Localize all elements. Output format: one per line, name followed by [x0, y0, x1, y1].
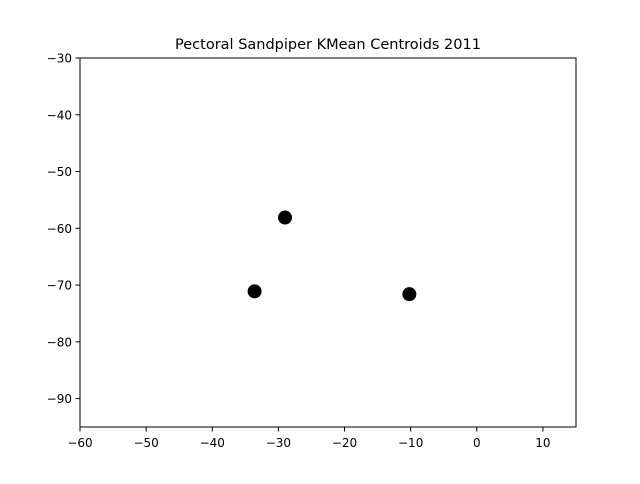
- x-tick-label: 10: [535, 436, 550, 450]
- x-tick-label: 0: [473, 436, 481, 450]
- y-tick-label: −70: [47, 279, 72, 293]
- y-tick-label: −60: [47, 222, 72, 236]
- centroid-point: [402, 287, 417, 302]
- centroid-point: [278, 210, 293, 225]
- x-tick-label: −10: [398, 436, 423, 450]
- centroid-point: [247, 284, 262, 299]
- x-tick-label: −50: [133, 436, 158, 450]
- y-tick-label: −30: [47, 52, 72, 66]
- chart-title: Pectoral Sandpiper KMean Centroids 2011: [175, 37, 481, 53]
- x-tick-label: −60: [67, 436, 92, 450]
- axes-frame: [79, 57, 577, 428]
- plot-area: −60 −50 −40 −30 −20 −10 0 10 −30 −40 −50 −60 −70 −80 −…: [47, 52, 577, 450]
- x-tick-label: −30: [266, 436, 291, 450]
- x-tick-label: −20: [332, 436, 357, 450]
- y-tick-label: −40: [47, 108, 72, 122]
- y-tick-label: −50: [47, 165, 72, 179]
- x-tick-label: −40: [200, 436, 225, 450]
- y-tick-label: −90: [47, 392, 72, 406]
- y-tick-label: −80: [47, 335, 72, 349]
